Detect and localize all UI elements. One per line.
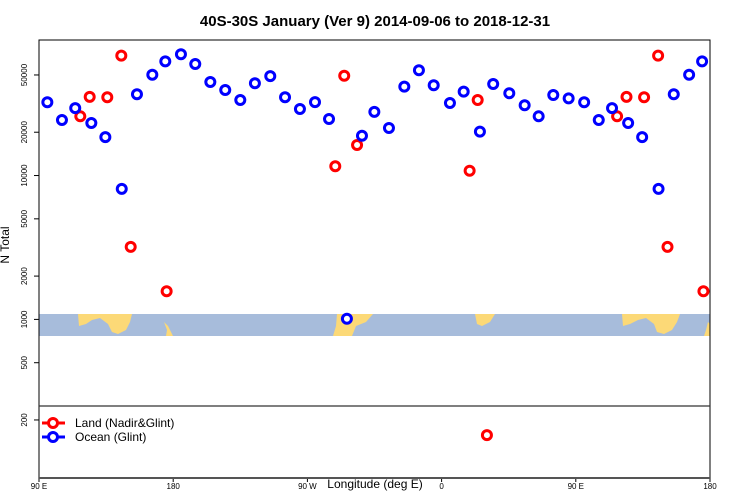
ocean-point <box>473 125 486 138</box>
ocean-point <box>234 93 247 106</box>
land-point <box>160 285 173 298</box>
y-axis: 200 500 1000 2000 5000 10000 20000 50000 <box>20 63 39 427</box>
map-band <box>39 314 710 336</box>
ocean-point <box>174 48 187 61</box>
ocean-point <box>264 70 277 83</box>
land-point <box>74 110 87 123</box>
ocean-point <box>368 105 381 118</box>
land-point <box>480 429 493 442</box>
ocean-point <box>427 79 440 92</box>
land-point <box>83 90 96 103</box>
x-tick-label: 90 E <box>31 482 47 491</box>
ocean-point <box>683 68 696 81</box>
land-point <box>471 93 484 106</box>
land-point <box>463 164 476 177</box>
land-point <box>652 49 665 62</box>
land-point <box>101 91 114 104</box>
legend-marker-ocean <box>47 431 59 443</box>
ocean-point <box>562 92 575 105</box>
ocean-point <box>159 55 172 68</box>
ocean-point <box>578 96 591 109</box>
land-point <box>115 49 128 62</box>
ocean-point <box>130 88 143 101</box>
land-point <box>329 160 342 173</box>
ocean-point <box>487 77 500 90</box>
ocean-point <box>443 97 456 110</box>
ocean-point <box>115 182 128 195</box>
ocean-point <box>219 84 232 97</box>
chart-title: 40S-30S January (Ver 9) 2014-09-06 to 20… <box>200 13 550 30</box>
ocean-point <box>279 91 292 104</box>
land-point <box>124 240 137 253</box>
y-axis-label: N Total <box>0 226 12 263</box>
ocean-point <box>457 85 470 98</box>
ocean-point <box>547 88 560 101</box>
ocean-point <box>99 131 112 144</box>
y-tick-label: 2000 <box>20 267 29 285</box>
x-tick-label: 90 E <box>568 482 584 491</box>
ocean-point <box>622 116 635 129</box>
ocean-point <box>69 102 82 115</box>
legend-label-ocean: Ocean (Glint) <box>75 430 146 444</box>
legend-label-land: Land (Nadir&Glint) <box>75 416 174 430</box>
ocean-point <box>41 96 54 109</box>
y-tick-label: 1000 <box>20 310 29 328</box>
land-point <box>611 110 624 123</box>
legend-item-ocean: Ocean (Glint) <box>42 430 146 444</box>
ocean-point <box>309 96 322 109</box>
ocean-point <box>412 64 425 77</box>
ocean-point <box>382 121 395 134</box>
ocean-point <box>518 99 531 112</box>
data-points <box>41 48 710 442</box>
land-point <box>338 69 351 82</box>
y-tick-label: 5000 <box>20 209 29 227</box>
land-point <box>661 240 674 253</box>
y-tick-label: 10000 <box>20 164 29 187</box>
land-point <box>620 90 633 103</box>
x-tick-label: 180 <box>703 482 717 491</box>
map-ocean <box>39 314 710 336</box>
ocean-point <box>293 103 306 116</box>
x-tick-label: 180 <box>167 482 181 491</box>
ocean-point <box>636 131 649 144</box>
ocean-point <box>606 102 619 115</box>
land-point <box>638 91 651 104</box>
legend-item-land: Land (Nadir&Glint) <box>42 416 174 430</box>
x-tick-label: 0 <box>439 482 444 491</box>
y-tick-label: 20000 <box>20 121 29 144</box>
ocean-point <box>55 114 68 127</box>
ocean-point <box>696 55 709 68</box>
ocean-point <box>398 80 411 93</box>
y-tick-label: 50000 <box>20 63 29 86</box>
land-point <box>697 285 710 298</box>
ocean-point <box>503 87 516 100</box>
ocean-point <box>189 57 202 70</box>
legend-marker-land <box>47 417 59 429</box>
ocean-point <box>355 129 368 142</box>
x-axis-label: Longitude (deg E) <box>327 477 422 491</box>
ocean-point <box>204 75 217 88</box>
legend: Land (Nadir&Glint) Ocean (Glint) <box>42 416 174 444</box>
y-tick-label: 200 <box>20 413 29 427</box>
land-point <box>351 139 364 152</box>
ocean-point <box>667 88 680 101</box>
y-tick-label: 500 <box>20 355 29 369</box>
ocean-point <box>592 114 605 127</box>
ocean-point <box>85 116 98 129</box>
ocean-point <box>146 68 159 81</box>
ocean-point <box>248 77 261 90</box>
ocean-point <box>323 113 336 126</box>
ocean-point <box>532 110 545 123</box>
ocean-point <box>652 182 665 195</box>
x-tick-label: 90 W <box>298 482 317 491</box>
ocean-point <box>340 312 353 325</box>
